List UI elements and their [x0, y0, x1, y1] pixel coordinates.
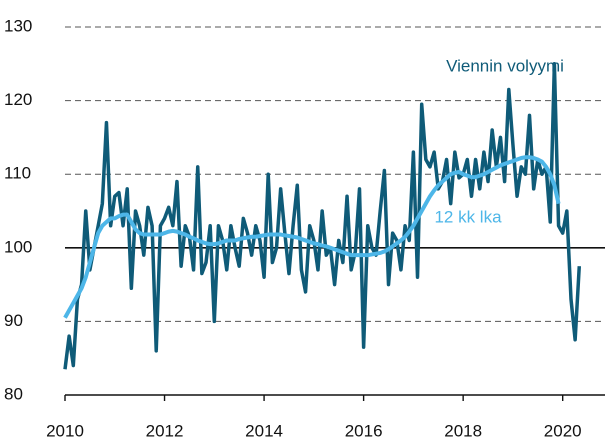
x-tick-label: 2016: [345, 421, 383, 440]
x-tick-label: 2012: [146, 421, 184, 440]
x-tick-label: 2014: [245, 421, 283, 440]
series-line: [63, 155, 561, 319]
y-tick-label: 120: [4, 90, 32, 109]
series-line: [63, 62, 582, 370]
x-tick-label: 2010: [46, 421, 84, 440]
y-tick-label: 110: [4, 164, 31, 183]
y-tick-label: 90: [4, 311, 23, 330]
series-label: Viennin volyymi: [446, 56, 564, 75]
x-tick-label: 2020: [544, 421, 582, 440]
y-tick-label: 130: [4, 16, 32, 35]
series-label: 12 kk lka: [434, 207, 502, 226]
x-tick-label: 2018: [444, 421, 482, 440]
y-tick-label: 80: [4, 384, 23, 403]
y-tick-label: 100: [4, 237, 32, 256]
